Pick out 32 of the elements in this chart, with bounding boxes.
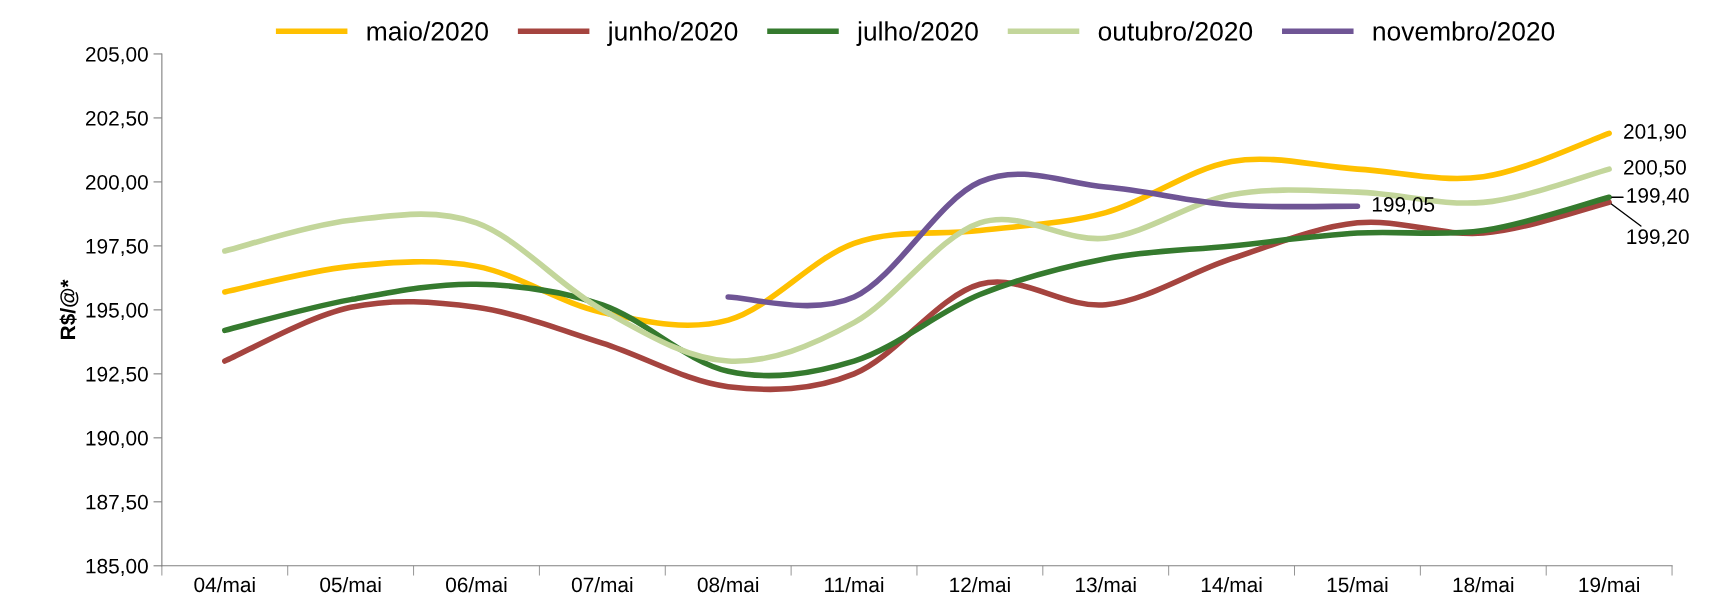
legend-label: outubro/2020 bbox=[1098, 21, 1253, 41]
y-tick-label: 192,50 bbox=[86, 366, 148, 385]
y-tick-label: 190,00 bbox=[86, 430, 148, 449]
y-tick-label: 187,50 bbox=[86, 494, 148, 513]
x-tick-label: 08/mai bbox=[697, 576, 759, 593]
y-tick-label: 200,00 bbox=[86, 174, 148, 193]
x-tick-label: 14/mai bbox=[1201, 576, 1262, 593]
y-tick-label: 205,00 bbox=[86, 46, 148, 65]
y-tick-label: 195,00 bbox=[86, 302, 148, 321]
legend-label: novembro/2020 bbox=[1373, 21, 1555, 41]
data-label: 199,05 bbox=[1372, 197, 1435, 215]
y-tick-label: 202,50 bbox=[86, 110, 148, 129]
legend-label: junho/2020 bbox=[607, 21, 738, 46]
legend-label: maio/2020 bbox=[367, 21, 488, 41]
data-label: 199,40 bbox=[1627, 188, 1689, 206]
x-tick-label: 19/mai bbox=[1579, 576, 1639, 593]
x-tick-label: 12/mai bbox=[950, 576, 1010, 593]
data-label: 200,50 bbox=[1624, 159, 1686, 178]
x-tick-label: 07/mai bbox=[571, 576, 633, 593]
y-axis-title: R$/@* bbox=[59, 279, 79, 339]
data-label: 199,20 bbox=[1627, 229, 1689, 247]
x-tick-label: 11/mai bbox=[825, 576, 884, 593]
x-tick-label: 15/mai bbox=[1327, 576, 1388, 593]
x-tick-label: 18/mai bbox=[1453, 576, 1514, 593]
y-tick-label: 185,00 bbox=[86, 558, 148, 577]
x-tick-label: 13/mai bbox=[1076, 576, 1136, 593]
y-tick-label: 197,50 bbox=[86, 238, 148, 257]
x-tick-label: 06/mai bbox=[446, 576, 507, 593]
x-tick-label: 04/mai bbox=[194, 576, 255, 593]
legend-label: julho/2020 bbox=[856, 21, 978, 46]
data-label: 201,90 bbox=[1624, 124, 1686, 142]
x-tick-label: 05/mai bbox=[320, 576, 381, 593]
